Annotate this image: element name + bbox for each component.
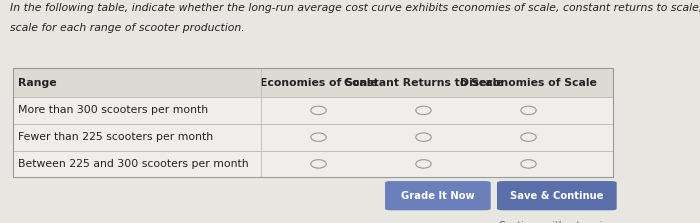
Bar bbox=[13, 68, 612, 97]
Text: In the following table, indicate whether the long-run average cost curve exhibit: In the following table, indicate whether… bbox=[10, 3, 700, 13]
Bar bbox=[13, 124, 612, 151]
Text: Save & Continue: Save & Continue bbox=[510, 191, 603, 201]
Text: Diseconomies of Scale: Diseconomies of Scale bbox=[460, 78, 597, 87]
FancyBboxPatch shape bbox=[497, 181, 617, 210]
Text: Fewer than 225 scooters per month: Fewer than 225 scooters per month bbox=[18, 132, 213, 142]
Bar bbox=[13, 97, 612, 124]
Text: scale for each range of scooter production.: scale for each range of scooter producti… bbox=[10, 23, 244, 33]
Text: Economies of Scale: Economies of Scale bbox=[260, 78, 377, 87]
Text: More than 300 scooters per month: More than 300 scooters per month bbox=[18, 105, 209, 115]
Text: Constant Returns to Scale: Constant Returns to Scale bbox=[344, 78, 503, 87]
Text: Grade It Now: Grade It Now bbox=[401, 191, 475, 201]
Bar bbox=[13, 151, 612, 177]
Text: Continue without saving: Continue without saving bbox=[499, 221, 615, 223]
FancyBboxPatch shape bbox=[385, 181, 491, 210]
Text: Range: Range bbox=[18, 78, 57, 87]
Bar bbox=[13, 68, 612, 177]
Text: Between 225 and 300 scooters per month: Between 225 and 300 scooters per month bbox=[18, 159, 248, 169]
